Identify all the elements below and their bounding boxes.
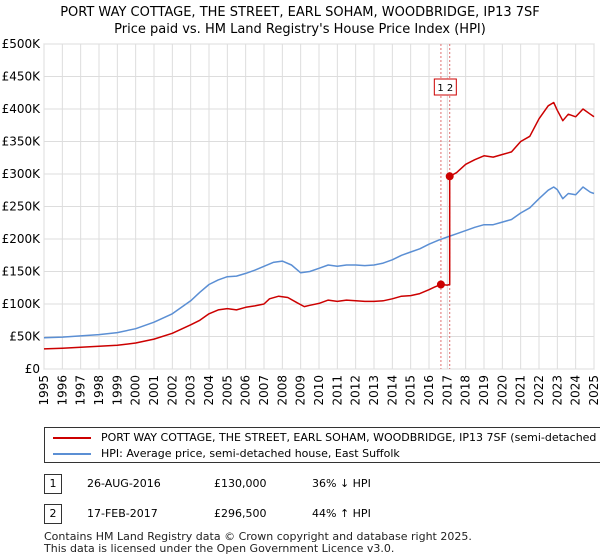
- y-tick-label: £500K: [2, 37, 42, 51]
- x-tick-label: 2003: [184, 375, 198, 406]
- x-tick-label: 2024: [569, 375, 583, 406]
- x-tick-label: 2005: [220, 375, 234, 406]
- x-tick-label: 2001: [147, 375, 161, 406]
- x-tick-label: 2022: [532, 375, 546, 406]
- legend-entry-hpi: HPI: Average price, semi-detached house,…: [45, 446, 600, 462]
- sale-price-2: £296,500: [214, 507, 267, 520]
- x-tick-label: 2004: [202, 375, 216, 406]
- grid-lines: [43, 43, 595, 370]
- title-line-1: PORT WAY COTTAGE, THE STREET, EARL SOHAM…: [60, 5, 540, 20]
- sale-badge-label: 1 2: [437, 83, 453, 94]
- x-tick-label: 2006: [239, 375, 253, 406]
- x-tick-label: 2008: [275, 375, 289, 406]
- sale-price-1: £130,000: [214, 477, 267, 490]
- x-tick-label: 1997: [74, 375, 88, 406]
- x-tick-label: 2010: [312, 375, 326, 406]
- legend-entry-property: PORT WAY COTTAGE, THE STREET, EARL SOHAM…: [45, 430, 600, 446]
- x-tick-label: 2020: [495, 375, 509, 406]
- y-tick-label: £0: [25, 362, 40, 376]
- x-tick-label: 2018: [459, 375, 473, 406]
- y-tick-label: £150K: [2, 265, 42, 279]
- legend-swatch-hpi: [53, 453, 91, 455]
- y-tick-label: £400K: [2, 102, 42, 116]
- sale-date-1: 26-AUG-2016: [87, 477, 161, 490]
- x-tick-label: 1995: [37, 375, 51, 406]
- legend-label-hpi: HPI: Average price, semi-detached house,…: [101, 447, 400, 460]
- x-tick-label: 2009: [294, 375, 308, 406]
- x-tick-label: 2007: [257, 375, 271, 406]
- sale-row-1: 1 26-AUG-2016 £130,000 36% ↓ HPI: [0, 474, 600, 494]
- y-tick-label: £300K: [2, 167, 42, 181]
- series-line-hpi: [43, 186, 595, 339]
- footer-line-2: This data is licensed under the Open Gov…: [44, 542, 395, 555]
- sale-badge-box: [433, 78, 457, 96]
- y-tick-label: £50K: [9, 330, 41, 344]
- x-tick-label: 2025: [587, 375, 600, 406]
- chart-title: PORT WAY COTTAGE, THE STREET, EARL SOHAM…: [0, 4, 600, 38]
- x-tick-label: 2014: [385, 375, 399, 406]
- x-tick-label: 2016: [422, 375, 436, 406]
- series-line-property: [43, 101, 595, 350]
- legend-label-property: PORT WAY COTTAGE, THE STREET, EARL SOHAM…: [101, 431, 600, 444]
- price-chart: £0 £50K £100K £150K £200K £250K £300K £350K £400…: [2, 37, 600, 406]
- sale-number-2: 2: [44, 504, 62, 524]
- x-tick-label: 2000: [129, 375, 143, 406]
- y-tick-label: £350K: [2, 135, 42, 149]
- x-tick-label: 2011: [330, 375, 344, 406]
- sale-row-2: 2 17-FEB-2017 £296,500 44% ↑ HPI: [0, 504, 600, 524]
- x-tick-label: 2013: [367, 375, 381, 406]
- x-tick-label: 1996: [55, 375, 69, 406]
- x-tick-label: 2015: [404, 375, 418, 406]
- x-tick-label: 2021: [514, 375, 528, 406]
- legend: PORT WAY COTTAGE, THE STREET, EARL SOHAM…: [44, 427, 600, 463]
- x-tick-label: 2012: [349, 375, 363, 406]
- footer: Contains HM Land Registry data © Crown c…: [44, 531, 472, 555]
- x-tick-label: 2019: [477, 375, 491, 406]
- y-tick-label: £250K: [2, 200, 42, 214]
- x-tick-label: 2023: [550, 375, 564, 406]
- footer-line-1: Contains HM Land Registry data © Crown c…: [44, 530, 472, 543]
- sale-date-2: 17-FEB-2017: [87, 507, 158, 520]
- sale-number-1: 1: [44, 474, 62, 494]
- sale-markers-layer: 1 2: [433, 78, 457, 289]
- x-tick-label: 1999: [110, 375, 124, 406]
- sale-hpi-2: 44% ↑ HPI: [312, 507, 371, 520]
- x-tick-label: 2002: [165, 375, 179, 406]
- x-tick-label: 1998: [92, 375, 106, 406]
- series-layer: [43, 101, 595, 350]
- y-tick-label: £100K: [2, 297, 42, 311]
- x-axis-labels: 1995 1996 1997 1998 1999 2000 2001 2002 2003 2004…: [37, 375, 600, 406]
- title-line-2: Price paid vs. HM Land Registry's House …: [114, 22, 486, 37]
- legend-swatch-property: [53, 437, 91, 439]
- y-tick-label: £200K: [2, 232, 42, 246]
- y-tick-label: £450K: [2, 70, 42, 84]
- y-axis-labels: £0 £50K £100K £150K £200K £250K £300K £350K £400…: [2, 37, 42, 376]
- sale-point-2: [445, 172, 454, 181]
- x-tick-label: 2017: [440, 375, 454, 406]
- sale-hpi-1: 36% ↓ HPI: [312, 477, 371, 490]
- sale-point-1: [436, 280, 445, 289]
